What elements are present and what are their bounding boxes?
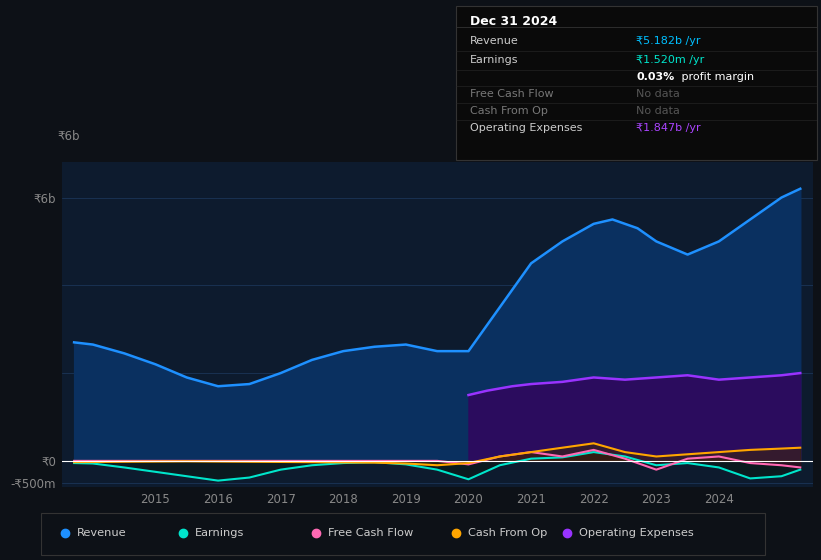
Text: Free Cash Flow: Free Cash Flow — [328, 529, 413, 538]
Text: Cash From Op: Cash From Op — [468, 529, 548, 538]
FancyBboxPatch shape — [456, 6, 817, 160]
Text: Revenue: Revenue — [470, 36, 519, 46]
Text: Cash From Op: Cash From Op — [470, 106, 548, 116]
Text: Dec 31 2024: Dec 31 2024 — [470, 15, 557, 28]
Text: Earnings: Earnings — [470, 55, 519, 65]
Text: Operating Expenses: Operating Expenses — [579, 529, 694, 538]
Text: Free Cash Flow: Free Cash Flow — [470, 88, 553, 99]
Text: Revenue: Revenue — [76, 529, 126, 538]
Text: ₹5.182b /yr: ₹5.182b /yr — [636, 36, 701, 46]
Text: ₹1.847b /yr: ₹1.847b /yr — [636, 123, 701, 133]
Text: No data: No data — [636, 88, 680, 99]
Text: No data: No data — [636, 106, 680, 116]
Text: ₹1.520m /yr: ₹1.520m /yr — [636, 55, 704, 65]
Text: ₹6b: ₹6b — [57, 130, 80, 143]
Text: Earnings: Earnings — [195, 529, 244, 538]
Text: profit margin: profit margin — [678, 72, 754, 82]
Text: Operating Expenses: Operating Expenses — [470, 123, 582, 133]
Text: 0.03%: 0.03% — [636, 72, 675, 82]
